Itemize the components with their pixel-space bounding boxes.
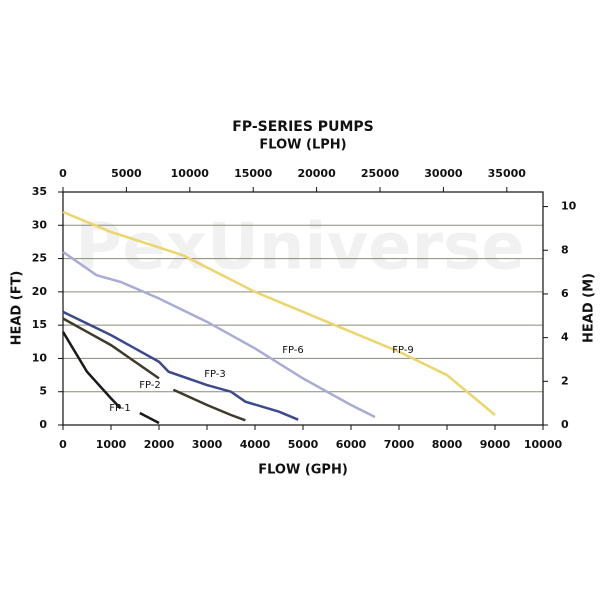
x-tick-label: 9000 [480, 438, 511, 451]
series-label: FP-6 [282, 345, 304, 356]
x2-tick-label: 20000 [297, 167, 336, 180]
y-tick-label: 35 [32, 185, 47, 198]
x2-tick-label: 25000 [361, 167, 400, 180]
y-tick-label: 20 [32, 285, 48, 298]
x2-tick-label: 10000 [171, 167, 210, 180]
x-tick-label: 5000 [288, 438, 319, 451]
y-axis-label: HEAD (FT) [10, 271, 25, 346]
y2-tick-label: 6 [561, 287, 569, 300]
x-tick-label: 6000 [336, 438, 367, 451]
y2-tick-label: 8 [561, 243, 569, 256]
x-tick-label: 3000 [192, 438, 223, 451]
x2-tick-label: 15000 [234, 167, 273, 180]
x-tick-label: 7000 [384, 438, 415, 451]
y2-tick-label: 4 [561, 331, 569, 344]
series-line [61, 331, 160, 425]
x-tick-label: 8000 [432, 438, 463, 451]
x-tick-label: 2000 [144, 438, 175, 451]
x2-tick-label: 35000 [488, 167, 527, 180]
y-tick-label: 10 [32, 351, 48, 364]
x2-tick-label: 30000 [424, 167, 463, 180]
y-tick-label: 0 [39, 418, 47, 431]
series-line [62, 250, 376, 419]
series-line [62, 310, 299, 421]
x-tick-label: 4000 [240, 438, 271, 451]
y-tick-label: 30 [32, 218, 48, 231]
series-line [62, 210, 496, 416]
x-tick-label: 10000 [524, 438, 563, 451]
y-tick-label: 5 [39, 385, 47, 398]
x-axis-label: FLOW (GPH) [258, 463, 348, 478]
watermark: PexUniverse [75, 211, 524, 285]
x-tick-label: 0 [59, 438, 67, 451]
y-tick-label: 15 [32, 318, 47, 331]
y2-tick-label: 2 [561, 374, 569, 387]
y-tick-label: 25 [32, 252, 47, 265]
x2-tick-label: 5000 [111, 167, 142, 180]
chart-title: FP-SERIES PUMPS [232, 119, 373, 135]
y2-tick-label: 0 [561, 418, 569, 431]
x2-axis-label: FLOW (LPH) [259, 138, 346, 153]
series-label: FP-3 [204, 369, 226, 380]
series-label: FP-2 [139, 380, 161, 391]
series-label: FP-9 [392, 345, 414, 356]
series-line [62, 317, 246, 422]
y2-tick-label: 10 [561, 200, 577, 213]
series-label: FP-1 [109, 403, 131, 414]
y2-axis-label: HEAD (M) [582, 273, 597, 343]
x2-tick-label: 0 [59, 167, 67, 180]
plot-frame [62, 191, 544, 426]
x-tick-label: 1000 [96, 438, 127, 451]
